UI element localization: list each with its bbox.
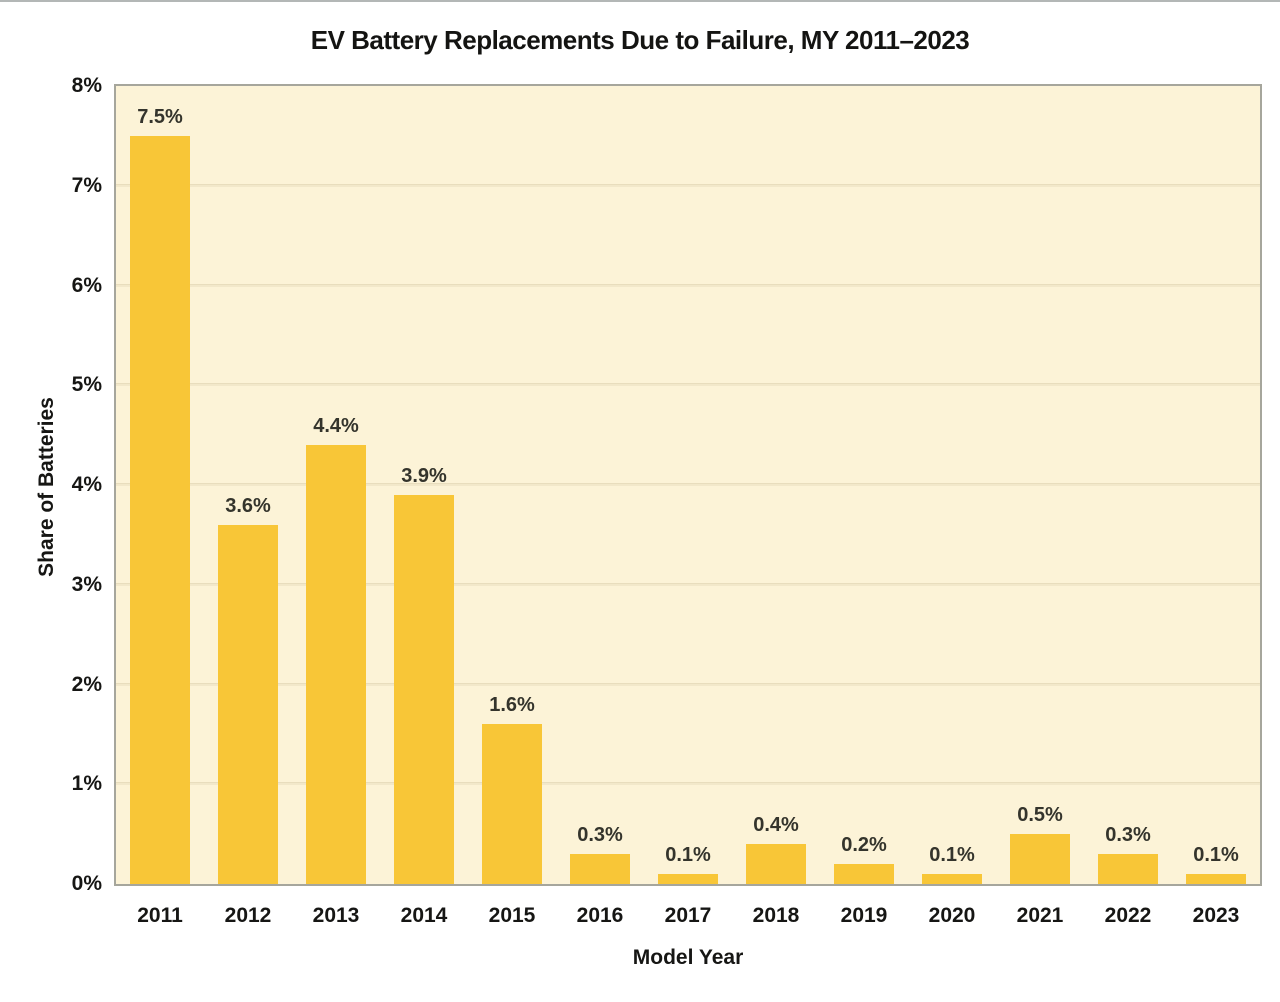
bar-value-label: 0.2% bbox=[841, 834, 887, 857]
gridline-3% bbox=[116, 582, 1260, 586]
bar-2013 bbox=[306, 445, 366, 884]
bar-2012 bbox=[218, 524, 278, 884]
gridline-6% bbox=[116, 283, 1260, 287]
y-tick-label: 5% bbox=[71, 373, 102, 397]
y-tick-label: 1% bbox=[71, 772, 102, 796]
bar-slot-2016: 0.3% bbox=[556, 86, 644, 884]
bar-slot-2017: 0.1% bbox=[644, 86, 732, 884]
x-tick-label-2012: 2012 bbox=[224, 904, 272, 927]
bar-slot-2018: 0.4% bbox=[732, 86, 820, 884]
bar-2017 bbox=[658, 874, 718, 884]
gridline-7% bbox=[116, 183, 1260, 187]
y-tick-label: 2% bbox=[71, 672, 102, 696]
bar-2014 bbox=[394, 494, 454, 884]
x-tick-label-2013: 2013 bbox=[312, 904, 360, 927]
bar-value-label: 0.1% bbox=[1193, 844, 1239, 867]
bar-slot-2023: 0.1% bbox=[1172, 86, 1260, 884]
bar-value-label: 7.5% bbox=[137, 105, 183, 128]
bar-slot-2015: 1.6% bbox=[468, 86, 556, 884]
x-tick-label-2015: 2015 bbox=[488, 904, 536, 927]
bar-2011 bbox=[130, 135, 190, 884]
bar-2022 bbox=[1098, 854, 1158, 884]
bar-value-label: 0.4% bbox=[753, 814, 799, 837]
gridline-5% bbox=[116, 383, 1260, 387]
bar-2023 bbox=[1186, 874, 1246, 884]
y-tick-label: 8% bbox=[71, 74, 102, 97]
bar-value-label: 4.4% bbox=[313, 415, 359, 438]
bar-2019 bbox=[834, 864, 894, 884]
bar-2018 bbox=[746, 844, 806, 884]
bar-value-label: 0.3% bbox=[577, 824, 623, 847]
bar-slot-2013: 4.4% bbox=[292, 86, 380, 884]
x-tick-label-2018: 2018 bbox=[752, 904, 800, 927]
bar-slot-2012: 3.6% bbox=[204, 86, 292, 884]
bar-value-label: 0.1% bbox=[929, 844, 975, 867]
bar-slot-2019: 0.2% bbox=[820, 86, 908, 884]
gridline-4% bbox=[116, 483, 1260, 486]
y-tick-label: 7% bbox=[71, 173, 102, 197]
bar-value-label: 3.6% bbox=[225, 494, 271, 517]
x-tick-label-2019: 2019 bbox=[840, 904, 888, 927]
bar-slot-2022: 0.3% bbox=[1084, 86, 1172, 884]
bar-2015 bbox=[482, 724, 542, 884]
bar-slot-2011: 7.5% bbox=[116, 86, 204, 884]
bar-slot-2021: 0.5% bbox=[996, 86, 1084, 884]
gridline-1% bbox=[116, 782, 1260, 786]
bar-value-label: 3.9% bbox=[401, 464, 447, 487]
plot-area: 7.5% 3.6% 4.4% 3.9% 1.6% 0.3% 0.1% 0.4% 0.2% 0.1%… bbox=[114, 84, 1262, 886]
bar-value-label: 0.3% bbox=[1105, 824, 1151, 847]
x-tick-label-2023: 2023 bbox=[1192, 904, 1240, 927]
x-tick-label-2017: 2017 bbox=[664, 904, 712, 927]
bar-value-label: 0.5% bbox=[1017, 804, 1063, 827]
bar-value-label: 0.1% bbox=[665, 844, 711, 867]
bar-value-label: 1.6% bbox=[489, 694, 535, 717]
x-tick-label-2022: 2022 bbox=[1104, 904, 1152, 927]
x-tick-label-2014: 2014 bbox=[400, 904, 448, 927]
bar-2020 bbox=[922, 874, 982, 884]
x-tick-label-2016: 2016 bbox=[576, 904, 624, 927]
bar-2016 bbox=[570, 854, 630, 884]
bar-slot-2014: 3.9% bbox=[380, 86, 468, 884]
y-tick-label: 3% bbox=[71, 572, 102, 596]
y-tick-label: 6% bbox=[71, 273, 102, 297]
x-tick-label-2020: 2020 bbox=[928, 904, 976, 927]
x-axis-title: Model Year bbox=[632, 946, 744, 969]
y-tick-label: 4% bbox=[71, 473, 102, 496]
bar-2021 bbox=[1010, 834, 1070, 884]
x-tick-label-2011: 2011 bbox=[137, 904, 183, 927]
x-tick-label-2021: 2021 bbox=[1016, 904, 1064, 927]
screenshot-top-edge bbox=[0, 0, 1280, 2]
gridline-2% bbox=[116, 682, 1260, 686]
chart-title: EV Battery Replacements Due to Failure, … bbox=[310, 25, 970, 55]
y-tick-label: 0% bbox=[71, 872, 102, 895]
bar-slot-2020: 0.1% bbox=[908, 86, 996, 884]
